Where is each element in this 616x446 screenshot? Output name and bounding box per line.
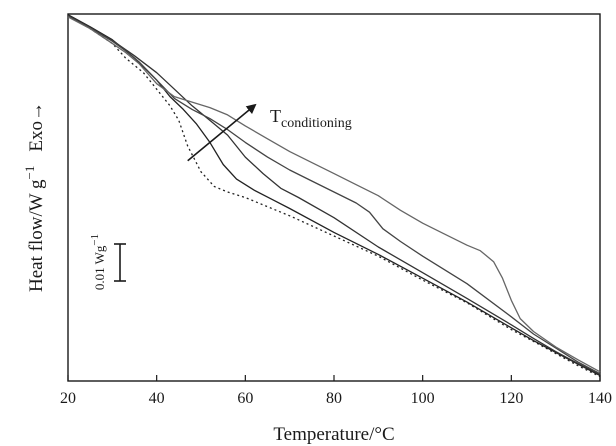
x-axis-ticks: 20 40 60 80 100 120 140 — [60, 375, 612, 407]
x-tick-label: 100 — [411, 390, 435, 407]
scale-bar-label-group: 0.01 Wg−1 — [89, 234, 107, 290]
x-axis-title: Temperature/°C — [273, 424, 394, 445]
y-axis-title-group: Heat flow/W g−1 Exo→ — [22, 102, 47, 292]
conditioning-label-sub: conditioning — [281, 116, 352, 131]
x-tick-label: 120 — [499, 390, 523, 407]
scale-bar-label: 0.01 Wg−1 — [89, 234, 107, 290]
series-line-5 — [67, 16, 601, 373]
x-tick-label: 140 — [588, 390, 612, 407]
series-line-2 — [67, 14, 601, 377]
scale-bar-superscript: −1 — [89, 234, 101, 246]
scale-bar — [114, 243, 126, 282]
series-line-1 — [67, 15, 601, 378]
x-tick-label: 60 — [237, 390, 253, 407]
x-tick-label: 80 — [326, 390, 342, 407]
scale-bar-value: 0.01 Wg — [92, 245, 107, 290]
series-layer — [67, 14, 601, 378]
series-line-4 — [67, 15, 601, 375]
y-axis-title-main: Heat flow/W g — [26, 179, 47, 292]
conditioning-arrow — [187, 103, 257, 162]
conditioning-label-main: T — [270, 106, 281, 126]
y-axis-exo-label: Exo→ — [26, 102, 47, 152]
x-tick-label: 20 — [60, 390, 76, 407]
plot-frame — [67, 13, 601, 382]
conditioning-label: Tconditioning — [270, 106, 352, 131]
series-line-3 — [67, 14, 601, 375]
y-axis-title: Heat flow/W g−1 Exo→ — [22, 102, 47, 292]
x-tick-label: 40 — [149, 390, 165, 407]
y-axis-title-superscript: −1 — [22, 166, 37, 180]
